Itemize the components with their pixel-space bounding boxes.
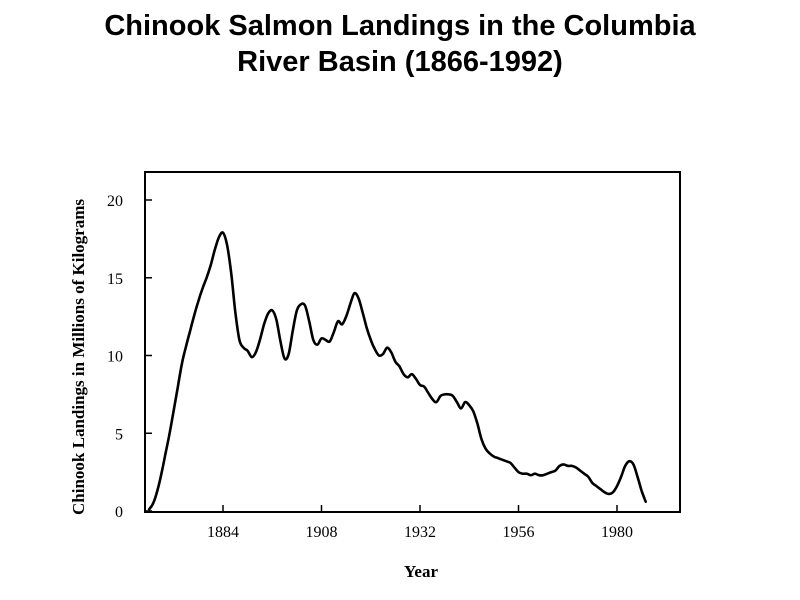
x-axis-title: Year [404, 562, 438, 581]
x-tick-label: 1908 [306, 524, 338, 541]
x-tick-label: 1884 [207, 524, 239, 541]
series-line [147, 231, 647, 511]
x-tick-label: 1932 [404, 524, 436, 541]
y-tick-label: 10 [107, 349, 123, 366]
y-axis-title: Chinook Landings in Millions of Kilogram… [69, 199, 88, 515]
x-tick-label: 1980 [601, 524, 633, 541]
x-tick-label: 1956 [503, 524, 535, 541]
page-title-line-1: Chinook Salmon Landings in the Columbia [104, 10, 696, 42]
y-tick-label: 15 [107, 271, 123, 288]
y-tick-label: 0 [115, 504, 123, 521]
y-tick-label: 5 [115, 426, 123, 443]
y-axis-ticks: 0 5 10 15 20 [107, 193, 152, 521]
page-title: Chinook Salmon Landings in the Columbia … [0, 8, 800, 80]
plot-frame [144, 171, 681, 513]
page-title-line-2: River Basin (1866-1992) [237, 46, 563, 78]
y-tick-label: 20 [107, 193, 123, 210]
x-axis-ticks: 1884 1908 1932 1956 1980 [207, 505, 633, 541]
